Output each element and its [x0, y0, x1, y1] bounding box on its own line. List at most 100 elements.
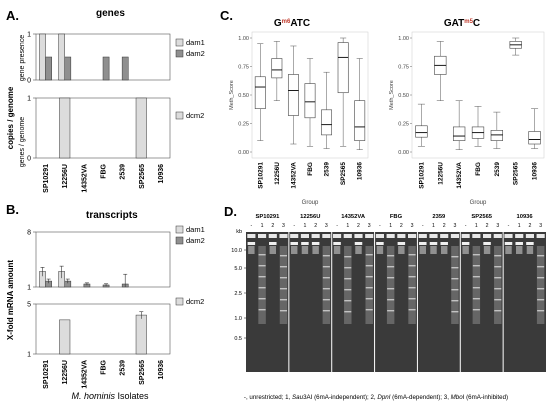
gel-hmw-band — [269, 242, 277, 245]
panel-b-xlabel: M. hominis Isolates — [71, 391, 149, 401]
plot-frame — [35, 231, 171, 288]
panel-a-x-labels: SP10291 12256U 14352VA FBG 2539 SP2565 10936 — [43, 163, 165, 192]
y-tick-label: 1 — [27, 32, 31, 39]
gel-smear — [505, 246, 512, 254]
gel-band — [494, 310, 502, 312]
x-tick-label: 12256U — [437, 162, 444, 185]
gel-lane-label: - — [336, 223, 338, 229]
gel-band — [279, 310, 288, 312]
gel-isolate-label: 10936 — [517, 214, 534, 220]
bar-dam2 — [64, 56, 72, 81]
gel-well — [472, 234, 481, 238]
bar-dcm2 — [59, 97, 71, 159]
box — [321, 109, 333, 136]
gel-lane-label: 3 — [282, 223, 285, 229]
bar-dam1 — [39, 33, 46, 81]
gel-smear — [386, 246, 395, 324]
gel-band — [408, 287, 416, 289]
legend-swatch — [175, 236, 184, 245]
gel-hmw-band — [429, 242, 438, 245]
gel-smear — [279, 246, 288, 324]
x-tick-label: FBG — [475, 162, 482, 176]
panel-a-legend: dam1 dam2 dcm2 — [175, 38, 205, 120]
gel-band — [451, 311, 459, 313]
gel-band — [387, 266, 395, 268]
y-tick-label: 1.00 — [398, 36, 409, 42]
panel-b-letter: B. — [6, 202, 19, 217]
gel-hmw-band — [247, 242, 256, 245]
gel-well — [504, 234, 513, 238]
y-axis-label: Meth_Score — [229, 80, 235, 110]
box — [304, 83, 316, 119]
gel-band — [494, 255, 502, 257]
gel-band — [258, 265, 266, 267]
x-tick-label: SP10291 — [43, 164, 50, 193]
caption-part: (6mA-dependent); 3, — [390, 394, 450, 401]
gel-band — [258, 254, 266, 256]
gel-band — [279, 277, 288, 279]
gel-band — [279, 299, 288, 301]
x-tick-label: FBG — [307, 162, 314, 176]
gel-lane-label: 1 — [389, 223, 392, 229]
gel-band — [344, 278, 352, 280]
title-mod: m6 — [282, 19, 291, 25]
y-tick-label: 0.75 — [238, 65, 249, 71]
gel-isolate-label: FBG — [390, 214, 403, 220]
gel-smear — [301, 246, 309, 254]
x-tick-label: SP10291 — [43, 360, 50, 389]
plot-frame — [35, 97, 171, 159]
gel-lane-label: 2 — [443, 223, 446, 229]
gel-smear — [376, 246, 384, 254]
gel-band — [494, 266, 502, 268]
gel-hmw-band — [311, 242, 320, 245]
gel-band — [408, 309, 416, 311]
gel-ladder-label: 5.0 — [234, 266, 242, 272]
gel-smear — [344, 246, 352, 324]
gel-hmw-band — [333, 242, 341, 245]
legend-swatch — [175, 297, 184, 306]
gel-hmw-band — [526, 242, 534, 245]
gel-well — [365, 234, 374, 238]
gel-well — [408, 234, 417, 238]
title-part: ATC — [290, 18, 310, 29]
gel-hmw-band — [290, 242, 298, 245]
panel-b-xlabel-species: M. hominis — [71, 391, 115, 401]
gel-smear — [441, 246, 448, 254]
gel-well — [258, 234, 267, 238]
panel-c-title-left: Gm6ATC — [274, 18, 310, 29]
gel-band — [365, 265, 373, 267]
gel-smear — [398, 246, 405, 254]
gel-smear — [430, 246, 437, 254]
gel-band — [537, 277, 545, 279]
gel-band — [365, 287, 373, 289]
panel-a: A. genes copies / genome gene presence g… — [6, 8, 205, 193]
panel-b-ylabel: X-fold mRNA amount — [6, 260, 15, 340]
x-tick-label: 10936 — [158, 360, 165, 380]
title-part: C — [473, 18, 480, 29]
gel-band — [365, 309, 373, 311]
gel-band — [258, 298, 266, 300]
bar-dam2 — [45, 56, 52, 81]
gel-isolate-label: SP10291 — [255, 214, 280, 220]
gel-well — [290, 234, 299, 238]
gel-smear — [451, 246, 459, 324]
x-tick-label: FBG — [101, 359, 108, 374]
gel-lane-label: 1 — [303, 223, 306, 229]
gel-hmw-band — [515, 242, 523, 245]
x-tick-label: 10936 — [532, 162, 539, 180]
panel-a-title: genes — [96, 8, 125, 19]
panel-c-left-chart: 0.00 0.25 0.50 0.75 1.00 Meth_Score SP10291 122… — [229, 31, 369, 206]
gel-smear — [536, 246, 545, 324]
gel-lane-label: 2 — [528, 223, 531, 229]
gel-lane-label: 3 — [453, 223, 456, 229]
gel-band — [322, 299, 330, 301]
panel-a-top-ylabel: gene presence — [19, 35, 26, 81]
panel-c: C. Gm6ATC GATm5C 0.00 0.25 0.50 0.75 1.00 Met… — [220, 8, 545, 206]
gel-lane-label: - — [379, 223, 381, 229]
gel-hmw-band — [440, 242, 448, 245]
bar-dcm2 — [59, 319, 71, 355]
gel-well — [268, 234, 277, 238]
gel-well — [322, 234, 331, 238]
